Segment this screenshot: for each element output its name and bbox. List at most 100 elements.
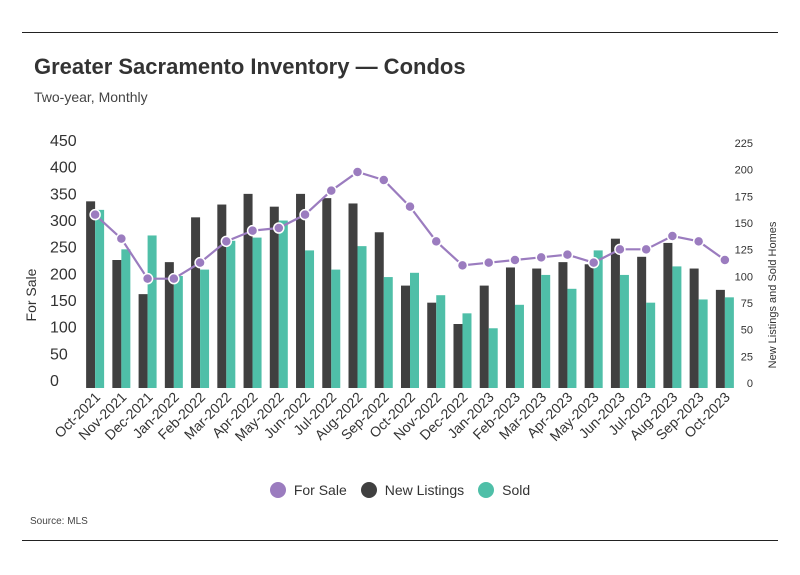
point-for-sale-May-2022 bbox=[273, 222, 285, 234]
bar-sold-Nov-2021 bbox=[121, 249, 131, 388]
bar-new-listings-Jan-2022 bbox=[164, 262, 174, 388]
legend-item-new-listings: New Listings bbox=[360, 482, 465, 498]
point-for-sale-May-2023 bbox=[587, 256, 600, 269]
bar-new-listings-Dec-2021 bbox=[138, 294, 148, 388]
bar-new-listings-Oct-2023 bbox=[715, 289, 725, 388]
point-for-sale-Jan-2022 bbox=[168, 272, 180, 285]
bar-sold-Oct-2021 bbox=[95, 209, 105, 388]
y-right-tick-label: 150 bbox=[735, 218, 753, 230]
point-for-sale-Oct-2022 bbox=[404, 200, 416, 213]
bar-new-listings-Aug-2023 bbox=[663, 242, 673, 388]
bar-new-listings-Dec-2022 bbox=[453, 324, 463, 388]
bar-new-listings-Apr-2023 bbox=[558, 262, 568, 388]
bar-sold-Feb-2022 bbox=[200, 269, 210, 388]
bar-new-listings-Mar-2022 bbox=[217, 204, 227, 388]
y-left-tick-label: 250 bbox=[50, 240, 77, 257]
bar-sold-Oct-2023 bbox=[724, 297, 734, 388]
point-for-sale-Jul-2022 bbox=[325, 184, 338, 197]
y-right-tick-label: 225 bbox=[735, 138, 753, 150]
point-for-sale-Oct-2021 bbox=[89, 208, 101, 221]
y-left-tick-label: 50 bbox=[50, 346, 68, 363]
y-left-tick-label: 0 bbox=[50, 373, 59, 390]
bars-layer bbox=[86, 193, 734, 388]
y-left-tick-label: 200 bbox=[50, 266, 77, 283]
y-right-tick-label: 75 bbox=[741, 298, 753, 310]
bar-new-listings-Jul-2023 bbox=[637, 256, 647, 388]
point-for-sale-Jun-2022 bbox=[299, 208, 311, 221]
y-right-tick-label: 0 bbox=[747, 378, 753, 390]
bar-sold-Apr-2022 bbox=[252, 237, 262, 388]
y-right-tick-label: 25 bbox=[741, 351, 753, 363]
bar-sold-Sep-2022 bbox=[383, 277, 393, 388]
bar-new-listings-Sep-2022 bbox=[374, 232, 384, 388]
y-right-tick-label: 175 bbox=[735, 191, 753, 203]
bar-sold-Sep-2023 bbox=[698, 299, 708, 388]
point-for-sale-Oct-2023 bbox=[719, 254, 731, 266]
point-for-sale-Dec-2022 bbox=[456, 259, 469, 272]
bar-new-listings-Jun-2023 bbox=[610, 238, 620, 388]
legend-item-for-sale: For Sale bbox=[269, 482, 347, 498]
bar-sold-Dec-2021 bbox=[147, 235, 157, 388]
bar-new-listings-Apr-2022 bbox=[243, 193, 253, 388]
y-right-tick-label: 100 bbox=[735, 271, 753, 283]
bar-new-listings-May-2023 bbox=[584, 264, 594, 388]
point-for-sale-Dec-2021 bbox=[141, 272, 154, 285]
bar-sold-Aug-2022 bbox=[357, 246, 367, 388]
bar-sold-Jan-2023 bbox=[488, 328, 498, 388]
bar-sold-Oct-2022 bbox=[410, 272, 419, 388]
top-rule bbox=[22, 32, 778, 33]
point-for-sale-Mar-2023 bbox=[535, 251, 547, 264]
legend-label-sold: Sold bbox=[502, 482, 531, 498]
bar-sold-Aug-2023 bbox=[672, 266, 682, 388]
legend-swatch-new-listings bbox=[360, 482, 377, 498]
bar-new-listings-Feb-2023 bbox=[505, 267, 515, 388]
point-for-sale-Apr-2023 bbox=[561, 248, 574, 261]
bar-sold-Mar-2023 bbox=[541, 274, 551, 388]
bar-sold-Jul-2023 bbox=[646, 302, 656, 388]
legend-swatch-for-sale bbox=[269, 482, 286, 498]
axis-layer: 0 50 100 150 200 250 300 350 400 450 0 25 50 75 100 125… bbox=[23, 133, 779, 444]
legend-label-new-listings: New Listings bbox=[384, 482, 465, 498]
bar-sold-Jan-2022 bbox=[173, 276, 183, 388]
point-for-sale-Aug-2023 bbox=[666, 230, 679, 242]
point-for-sale-Nov-2021 bbox=[115, 232, 128, 245]
legend-label-for-sale: For Sale bbox=[293, 482, 347, 498]
bar-sold-Apr-2023 bbox=[567, 288, 577, 388]
point-for-sale-Sep-2023 bbox=[692, 235, 705, 248]
bar-sold-Feb-2023 bbox=[514, 304, 524, 388]
bar-new-listings-Oct-2021 bbox=[86, 201, 96, 388]
point-for-sale-Mar-2022 bbox=[220, 235, 233, 248]
y-left-tick-label: 350 bbox=[50, 186, 77, 203]
chart-subtitle: Two-year, Monthly bbox=[34, 89, 148, 105]
bar-new-listings-Jun-2022 bbox=[296, 193, 306, 388]
chart-plot: 0 50 100 150 200 250 300 350 400 450 0 25 50 75 100 125… bbox=[23, 133, 779, 444]
bar-new-listings-Nov-2022 bbox=[427, 302, 437, 388]
point-for-sale-Feb-2022 bbox=[194, 256, 206, 269]
y-right-axis-label: New Listings and Sold Homes bbox=[767, 221, 779, 368]
point-for-sale-Feb-2023 bbox=[509, 254, 521, 266]
legend-item-sold: Sold bbox=[478, 482, 530, 498]
source-note: Source: MLS bbox=[30, 516, 88, 527]
y-right-tick-label: 125 bbox=[735, 245, 753, 257]
bar-new-listings-May-2022 bbox=[269, 206, 279, 388]
bar-sold-Jul-2022 bbox=[331, 269, 341, 388]
y-left-tick-label: 450 bbox=[50, 133, 77, 150]
bar-sold-May-2022 bbox=[278, 220, 288, 388]
line-layer bbox=[89, 166, 731, 285]
bar-new-listings-Aug-2022 bbox=[348, 203, 358, 388]
chart-title: Greater Sacramento Inventory — Condos bbox=[34, 54, 466, 79]
bar-new-listings-Jan-2023 bbox=[479, 285, 489, 388]
y-left-tick-label: 100 bbox=[50, 320, 77, 337]
y-left-tick-label: 400 bbox=[50, 160, 77, 177]
bar-new-listings-Jul-2022 bbox=[322, 198, 332, 388]
bar-new-listings-Feb-2022 bbox=[191, 217, 201, 388]
point-for-sale-Nov-2022 bbox=[430, 235, 442, 248]
bar-sold-Mar-2022 bbox=[226, 240, 236, 388]
bar-sold-Nov-2022 bbox=[436, 295, 446, 388]
bottom-rule bbox=[22, 540, 778, 541]
bar-new-listings-Oct-2022 bbox=[401, 285, 410, 388]
point-for-sale-Sep-2022 bbox=[378, 174, 390, 186]
y-right-tick-label: 50 bbox=[741, 325, 753, 337]
y-right-tick-label: 200 bbox=[735, 165, 753, 177]
bar-sold-Jun-2022 bbox=[305, 250, 315, 388]
